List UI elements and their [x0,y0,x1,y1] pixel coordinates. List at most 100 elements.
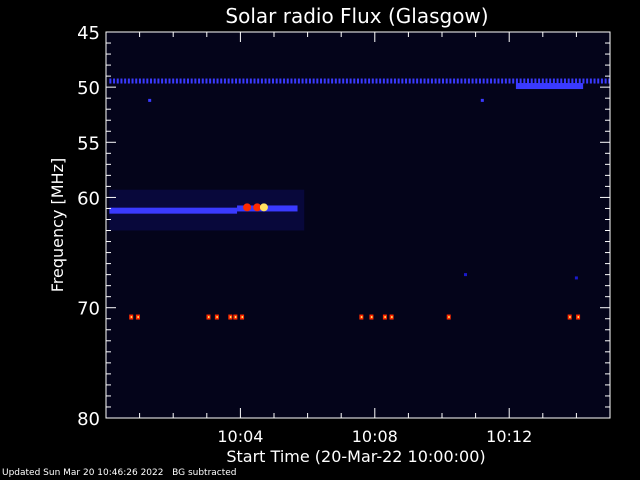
dot [168,78,171,84]
hotspot-6 [243,203,252,212]
y-tick-label: 45 [77,23,100,44]
interference-core-0 [130,316,133,319]
dot [490,78,493,84]
dot [283,78,286,84]
dot [534,78,537,84]
dot [124,78,127,84]
dot [575,78,578,84]
dot [408,78,411,84]
dot [593,78,596,84]
dot [419,78,422,84]
dot [364,78,367,84]
y-tick-label: 55 [77,133,100,154]
dot [198,78,201,84]
dot [205,78,208,84]
spot-9 [574,276,578,280]
interference-core-9 [384,316,386,319]
dot [449,78,452,84]
footer-updated: Updated Sun Mar 20 10:46:26 2022 [2,468,164,478]
dot [412,78,415,84]
dot [397,78,400,84]
dot [571,78,574,84]
dot [401,78,404,84]
dot [286,78,289,84]
dot [563,78,566,84]
dot [416,78,419,84]
dot [423,78,426,84]
dot [157,78,160,84]
dot [519,78,522,84]
dot [567,78,570,84]
dot [501,78,504,84]
dot [227,78,230,84]
dot [523,78,526,84]
dot [608,78,611,84]
dot [467,78,470,84]
dot [345,78,348,84]
dot [164,78,167,84]
dot [597,78,600,84]
dot [497,78,500,84]
y-tick-label: 80 [77,409,100,430]
dot [386,78,389,84]
dot [183,78,186,84]
dot [135,78,138,84]
x-tick-label: 10:08 [352,427,398,446]
interference-core-3 [216,316,218,319]
dot [235,78,238,84]
dot [320,78,323,84]
dot [460,78,463,84]
dot [560,78,563,84]
dot [527,78,530,84]
dot [268,78,271,84]
dot [175,78,178,84]
y-tick-label: 70 [77,299,100,320]
dot [530,78,533,84]
dot [368,78,371,84]
dot [312,78,315,84]
y-tick-label: 60 [77,188,100,209]
dot [146,78,149,84]
dot [260,78,263,84]
dot [375,78,378,84]
dot [220,78,223,84]
emission-band-3 [515,83,584,90]
dot [538,78,541,84]
interference-core-11 [448,316,450,319]
dot [342,78,345,84]
footer-note: BG subtracted [172,468,237,478]
dot [471,78,474,84]
interference-core-8 [370,316,373,319]
y-tick-label: 50 [77,78,100,99]
spot-8 [480,98,484,102]
dot [356,78,359,84]
dot [109,78,112,84]
y-axis-label: Frequency [MHz] [48,158,67,292]
dot [212,78,215,84]
dot [604,78,607,84]
dot [179,78,182,84]
interference-core-6 [241,316,244,319]
dot [382,78,385,84]
hotspot-4 [253,203,262,212]
dot [150,78,153,84]
spot-10 [464,273,468,277]
dot [334,78,337,84]
dot [442,78,444,84]
dot [316,78,319,84]
emission-band-1 [109,207,238,214]
interference-core-10 [391,316,393,319]
dot [545,78,548,84]
dot [279,78,282,84]
dotted-line-0 [109,78,611,84]
footer: Updated Sun Mar 20 10:46:26 2022 BG subt… [2,468,237,478]
dot [275,78,278,84]
dot [301,78,304,84]
dot [290,78,293,84]
plot-frame [105,31,611,419]
spot-7 [148,98,152,102]
dot [231,78,234,84]
dot [453,78,456,84]
dot [434,78,437,84]
